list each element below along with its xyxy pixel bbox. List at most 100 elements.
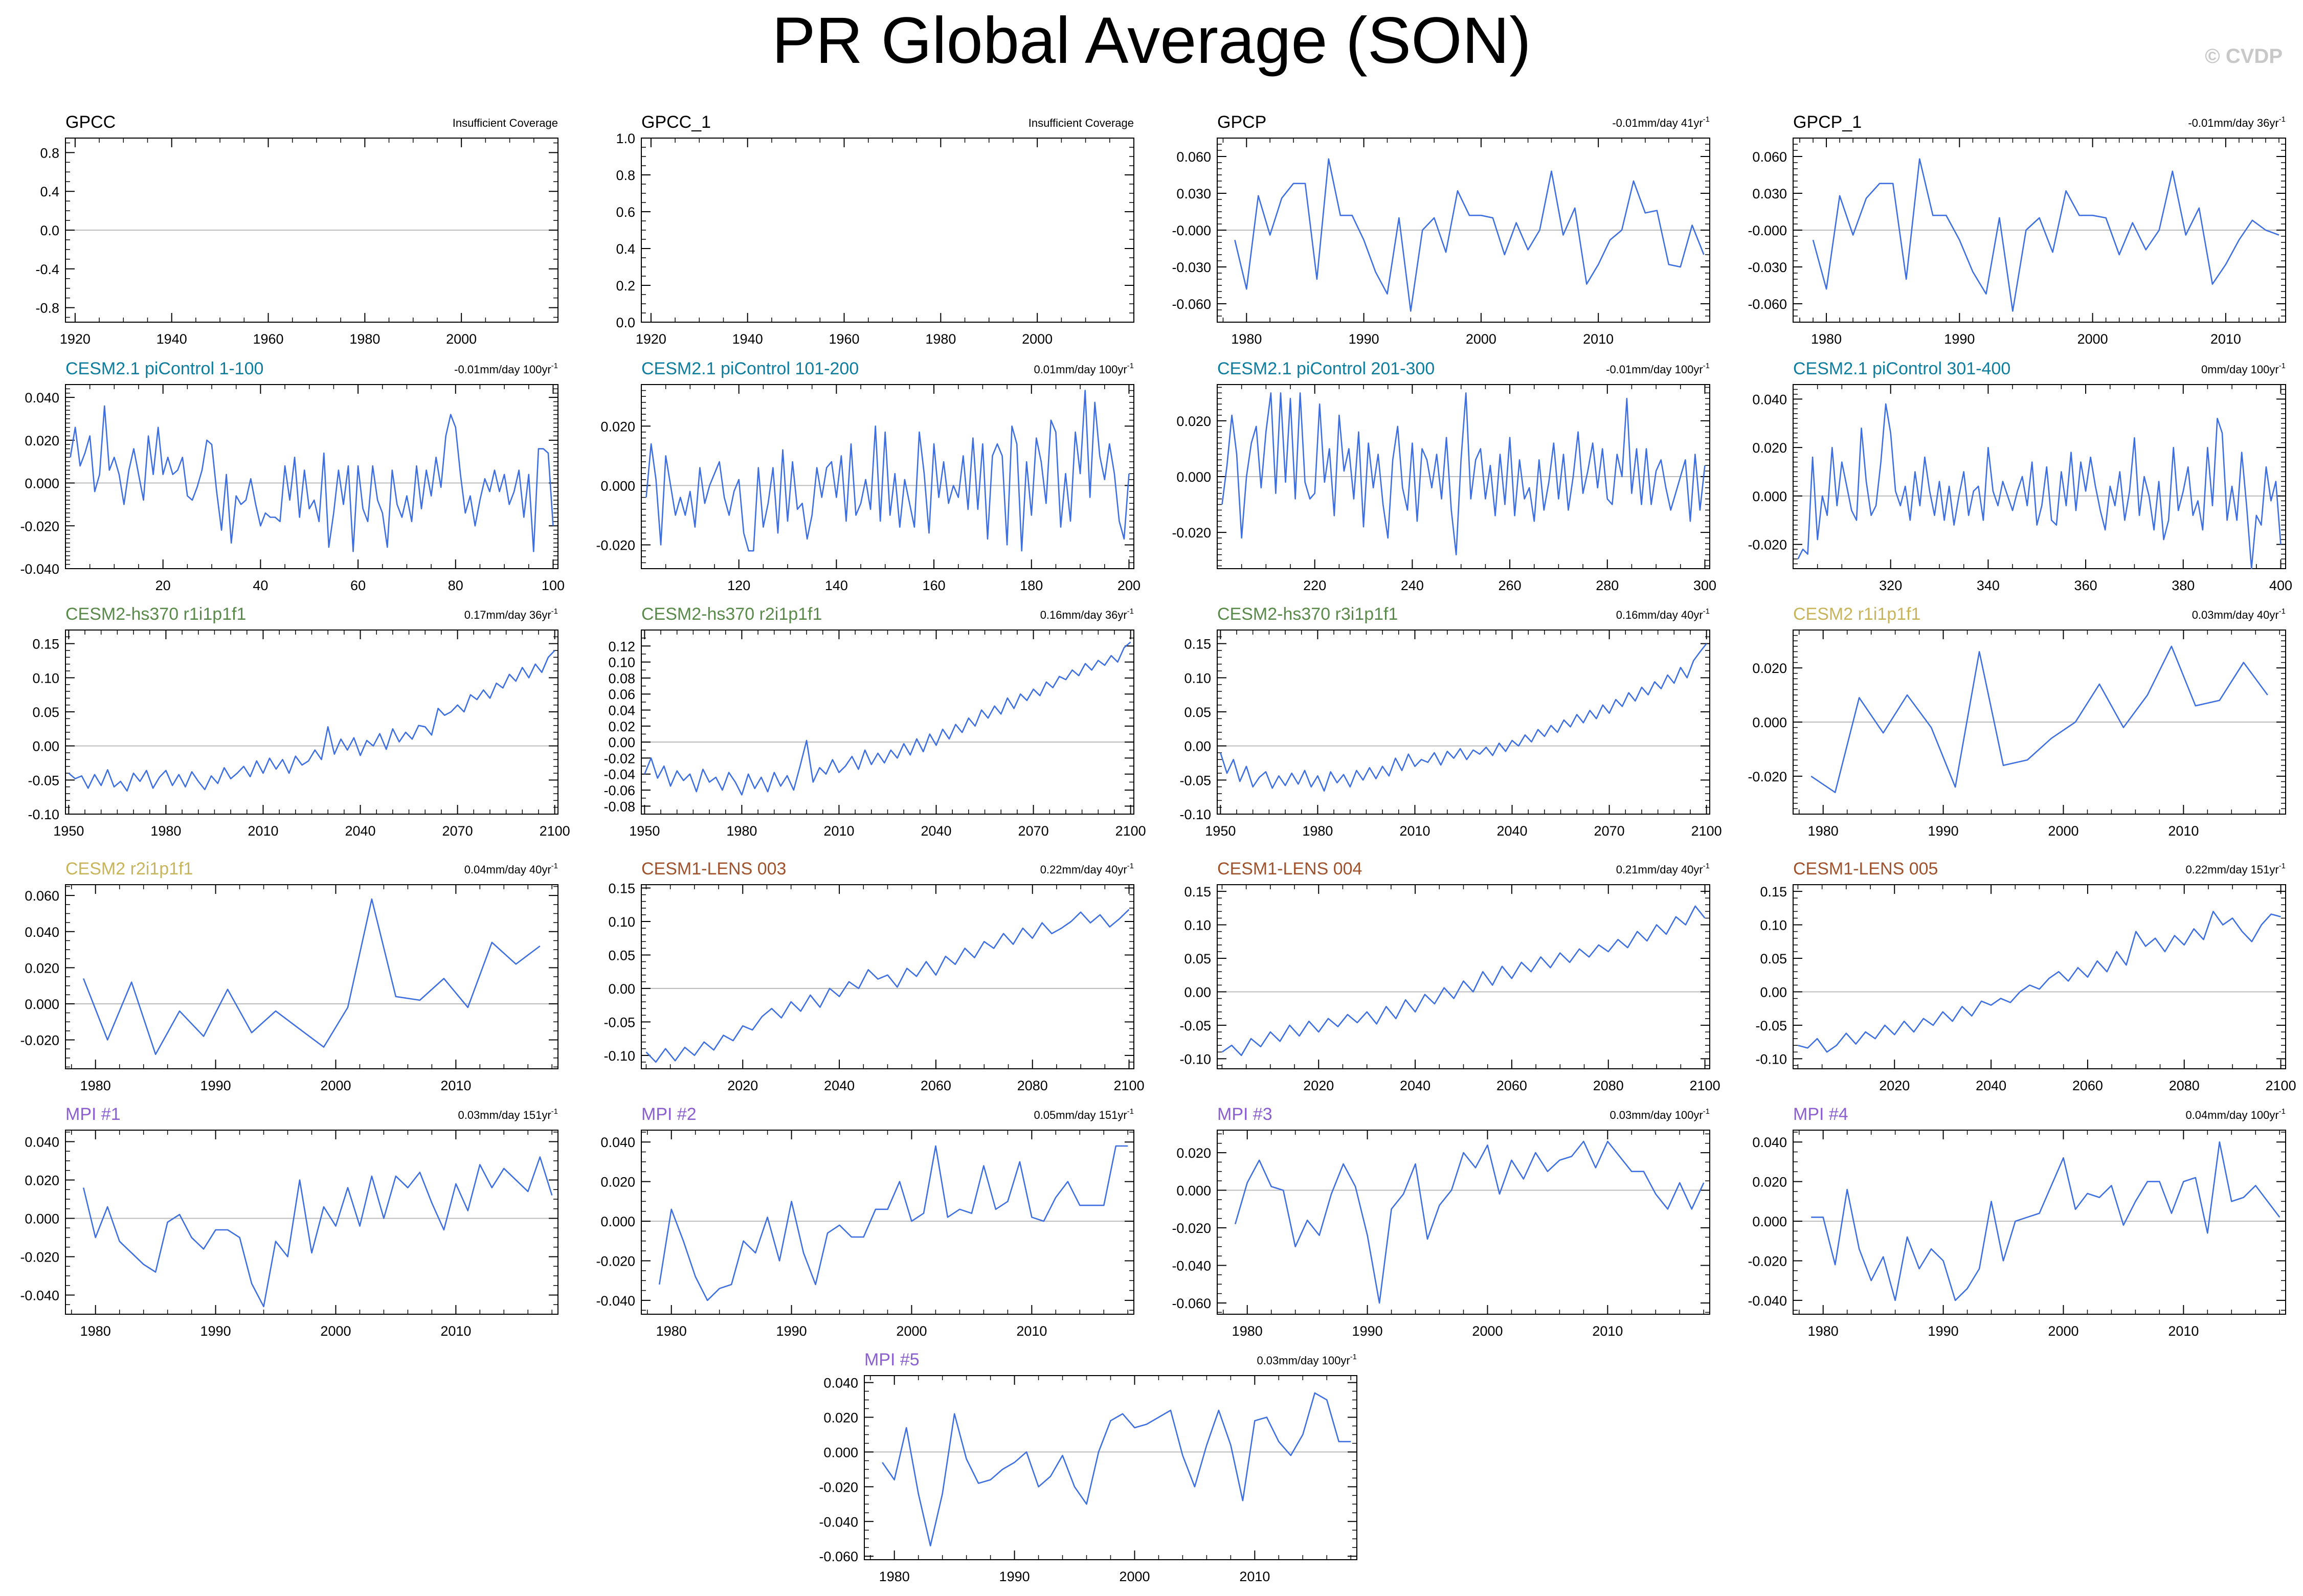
x-tick-label: 2020 [1879, 1078, 1910, 1093]
panel-title: GPCC [65, 113, 116, 132]
y-tick-label: 0.15 [1184, 884, 1211, 900]
y-tick-label: 0.000 [600, 478, 635, 493]
x-tick-label: 2080 [1593, 1078, 1624, 1093]
panel-frame [1217, 630, 1710, 815]
panel-title: MPI #1 [65, 1105, 121, 1124]
y-tick-label: 0.15 [608, 881, 635, 896]
series-line [1220, 643, 1707, 792]
x-tick-label: 2100 [2266, 1078, 2296, 1093]
chart-panel: GPCP_1 -0.01mm/day 36yr-1 1980 1990 2000 2010… [1748, 113, 2286, 347]
x-tick-label: 1920 [636, 331, 666, 347]
panel-title: MPI #2 [641, 1105, 697, 1124]
y-tick-label: 0.060 [1752, 149, 1787, 165]
panel-stat: 0.16mm/day 40yr-1 [1616, 607, 1710, 621]
y-tick-label: 0.00 [608, 981, 635, 997]
chart-panel: MPI #2 0.05mm/day 151yr-1 1980 1990 2000 2010… [596, 1105, 1134, 1339]
panel-title: CESM2 r2i1p1f1 [65, 859, 193, 879]
y-tick-label: 0.030 [1752, 186, 1787, 201]
series-line [1810, 645, 2268, 793]
y-tick-label: 0.4 [40, 184, 59, 199]
panel-frame [65, 384, 558, 569]
y-tick-label: 0.000 [25, 997, 59, 1012]
x-tick-label: 60 [350, 578, 366, 593]
panel-title: CESM2-hs370 r3i1p1f1 [1217, 604, 1398, 624]
panel-stat: 0.04mm/day 40yr-1 [464, 862, 558, 876]
x-tick-label: 2100 [1691, 823, 1722, 839]
y-tick-label: -0.02 [603, 751, 635, 766]
y-tick-label: -0.040 [20, 1288, 59, 1303]
chart-panel: CESM2-hs370 r1i1p1f1 0.17mm/day 36yr-1 195… [28, 604, 570, 839]
page-title: PR Global Average (SON) [772, 4, 1531, 77]
x-tick-label: 40 [253, 578, 268, 593]
x-tick-label: 2060 [2072, 1078, 2103, 1093]
x-tick-label: 1990 [999, 1569, 1030, 1584]
y-tick-label: 0.020 [25, 960, 59, 976]
x-tick-label: 2100 [1115, 823, 1146, 839]
x-tick-label: 1980 [925, 331, 956, 347]
y-tick-label: -0.4 [35, 262, 59, 277]
y-tick-label: -0.020 [1748, 537, 1787, 553]
y-tick-label: -0.040 [596, 1293, 635, 1309]
chart-panel: MPI #3 0.03mm/day 100yr-1 1980 1990 2000 2010… [1172, 1105, 1710, 1339]
x-tick-label: 2000 [1022, 331, 1053, 347]
panel-stat: 0.03mm/day 100yr-1 [1609, 1107, 1710, 1121]
y-tick-label: 0.040 [25, 1135, 59, 1150]
y-tick-label: 0.8 [40, 145, 59, 161]
y-tick-label: -0.000 [1172, 223, 1211, 238]
y-tick-label: 0.15 [1760, 884, 1787, 900]
panel-title: CESM1-LENS 005 [1793, 859, 1938, 879]
y-tick-label: 0.12 [608, 639, 635, 654]
chart-panel: CESM1-LENS 003 0.22mm/day 40yr-1 2020 2040 2… [603, 859, 1144, 1093]
y-tick-label: -0.060 [819, 1549, 858, 1564]
x-tick-label: 2080 [1017, 1078, 1048, 1093]
y-tick-label: 0.020 [1752, 440, 1787, 456]
panel-title: CESM2 r1i1p1f1 [1793, 604, 1920, 624]
y-tick-label: -0.05 [28, 773, 59, 788]
x-tick-label: 280 [1596, 578, 1619, 593]
y-tick-label: 0.10 [32, 670, 59, 686]
series-line [82, 898, 541, 1055]
y-tick-label: 1.0 [616, 131, 635, 146]
y-tick-label: -0.020 [596, 1253, 635, 1269]
y-tick-label: 0.02 [608, 719, 635, 734]
y-tick-label: 0.8 [616, 168, 635, 183]
y-tick-label: -0.05 [1755, 1018, 1787, 1033]
x-tick-label: 240 [1401, 578, 1424, 593]
y-tick-label: 0.10 [1184, 918, 1211, 933]
x-tick-label: 2060 [921, 1078, 951, 1093]
x-tick-label: 1980 [1808, 823, 1839, 839]
y-tick-label: -0.020 [20, 1033, 59, 1048]
x-tick-label: 2000 [320, 1323, 351, 1339]
x-tick-label: 2010 [2168, 1323, 2199, 1339]
y-tick-label: -0.10 [28, 807, 59, 822]
panel-title: CESM2.1 piControl 1-100 [65, 359, 263, 378]
x-tick-label: 2010 [440, 1323, 471, 1339]
y-tick-label: 0.020 [25, 1173, 59, 1188]
series-line [658, 1145, 1128, 1301]
y-tick-label: -0.030 [1748, 260, 1787, 275]
panel-stat: 0.03mm/day 40yr-1 [2192, 607, 2286, 621]
y-tick-label: 0.020 [823, 1410, 858, 1426]
panel-frame [1793, 1130, 2286, 1315]
x-tick-label: 1980 [1231, 331, 1262, 347]
panel-frame [1793, 384, 2286, 569]
chart-panel: CESM1-LENS 005 0.22mm/day 151yr-1 2020 2040… [1755, 859, 2296, 1093]
panel-frame [1217, 884, 1710, 1069]
y-tick-label: 0.000 [25, 1211, 59, 1227]
series-line [1234, 1140, 1705, 1304]
x-tick-label: 2100 [1690, 1078, 1720, 1093]
panel-frame [864, 1375, 1357, 1560]
y-tick-label: 0.040 [1752, 1135, 1787, 1150]
y-tick-label: 0.020 [1176, 1145, 1211, 1161]
panel-stat: 0.22mm/day 151yr-1 [2185, 862, 2286, 876]
x-tick-label: 2000 [2077, 331, 2108, 347]
x-tick-label: 1990 [1928, 823, 1959, 839]
x-tick-label: 2100 [540, 823, 570, 839]
y-tick-label: 0.00 [1184, 984, 1211, 1000]
y-tick-label: 0.000 [600, 1214, 635, 1229]
y-tick-label: -0.020 [1172, 1221, 1211, 1236]
x-tick-label: 2040 [921, 823, 951, 839]
x-tick-label: 2010 [440, 1078, 471, 1093]
panel-stat: 0mm/day 100yr-1 [2201, 362, 2286, 376]
x-tick-label: 360 [2074, 578, 2097, 593]
